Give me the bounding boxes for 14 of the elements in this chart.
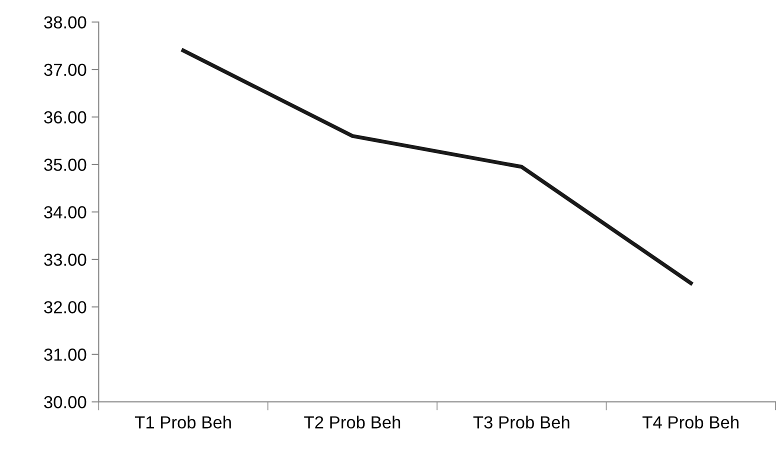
y-tick-label: 37.00 (44, 64, 86, 76)
y-tick-label: 34.00 (44, 206, 86, 218)
x-tick-label: T1 Prob Beh (134, 416, 231, 428)
line-series (181, 48, 693, 286)
x-tick-label: T3 Prob Beh (473, 416, 570, 428)
y-tick-label: 38.00 (44, 16, 86, 29)
y-tick-label: 36.00 (44, 111, 86, 124)
x-tick-label: T4 Prob Beh (642, 416, 738, 428)
y-tick-label: 32.00 (44, 301, 86, 314)
y-tick-label: 30.00 (44, 396, 86, 408)
y-tick-label: 31.00 (44, 348, 86, 361)
y-tick-label: 33.00 (44, 254, 86, 266)
y-tick-label: 35.00 (44, 158, 86, 171)
x-tick-label: T2 Prob Beh (304, 416, 400, 428)
